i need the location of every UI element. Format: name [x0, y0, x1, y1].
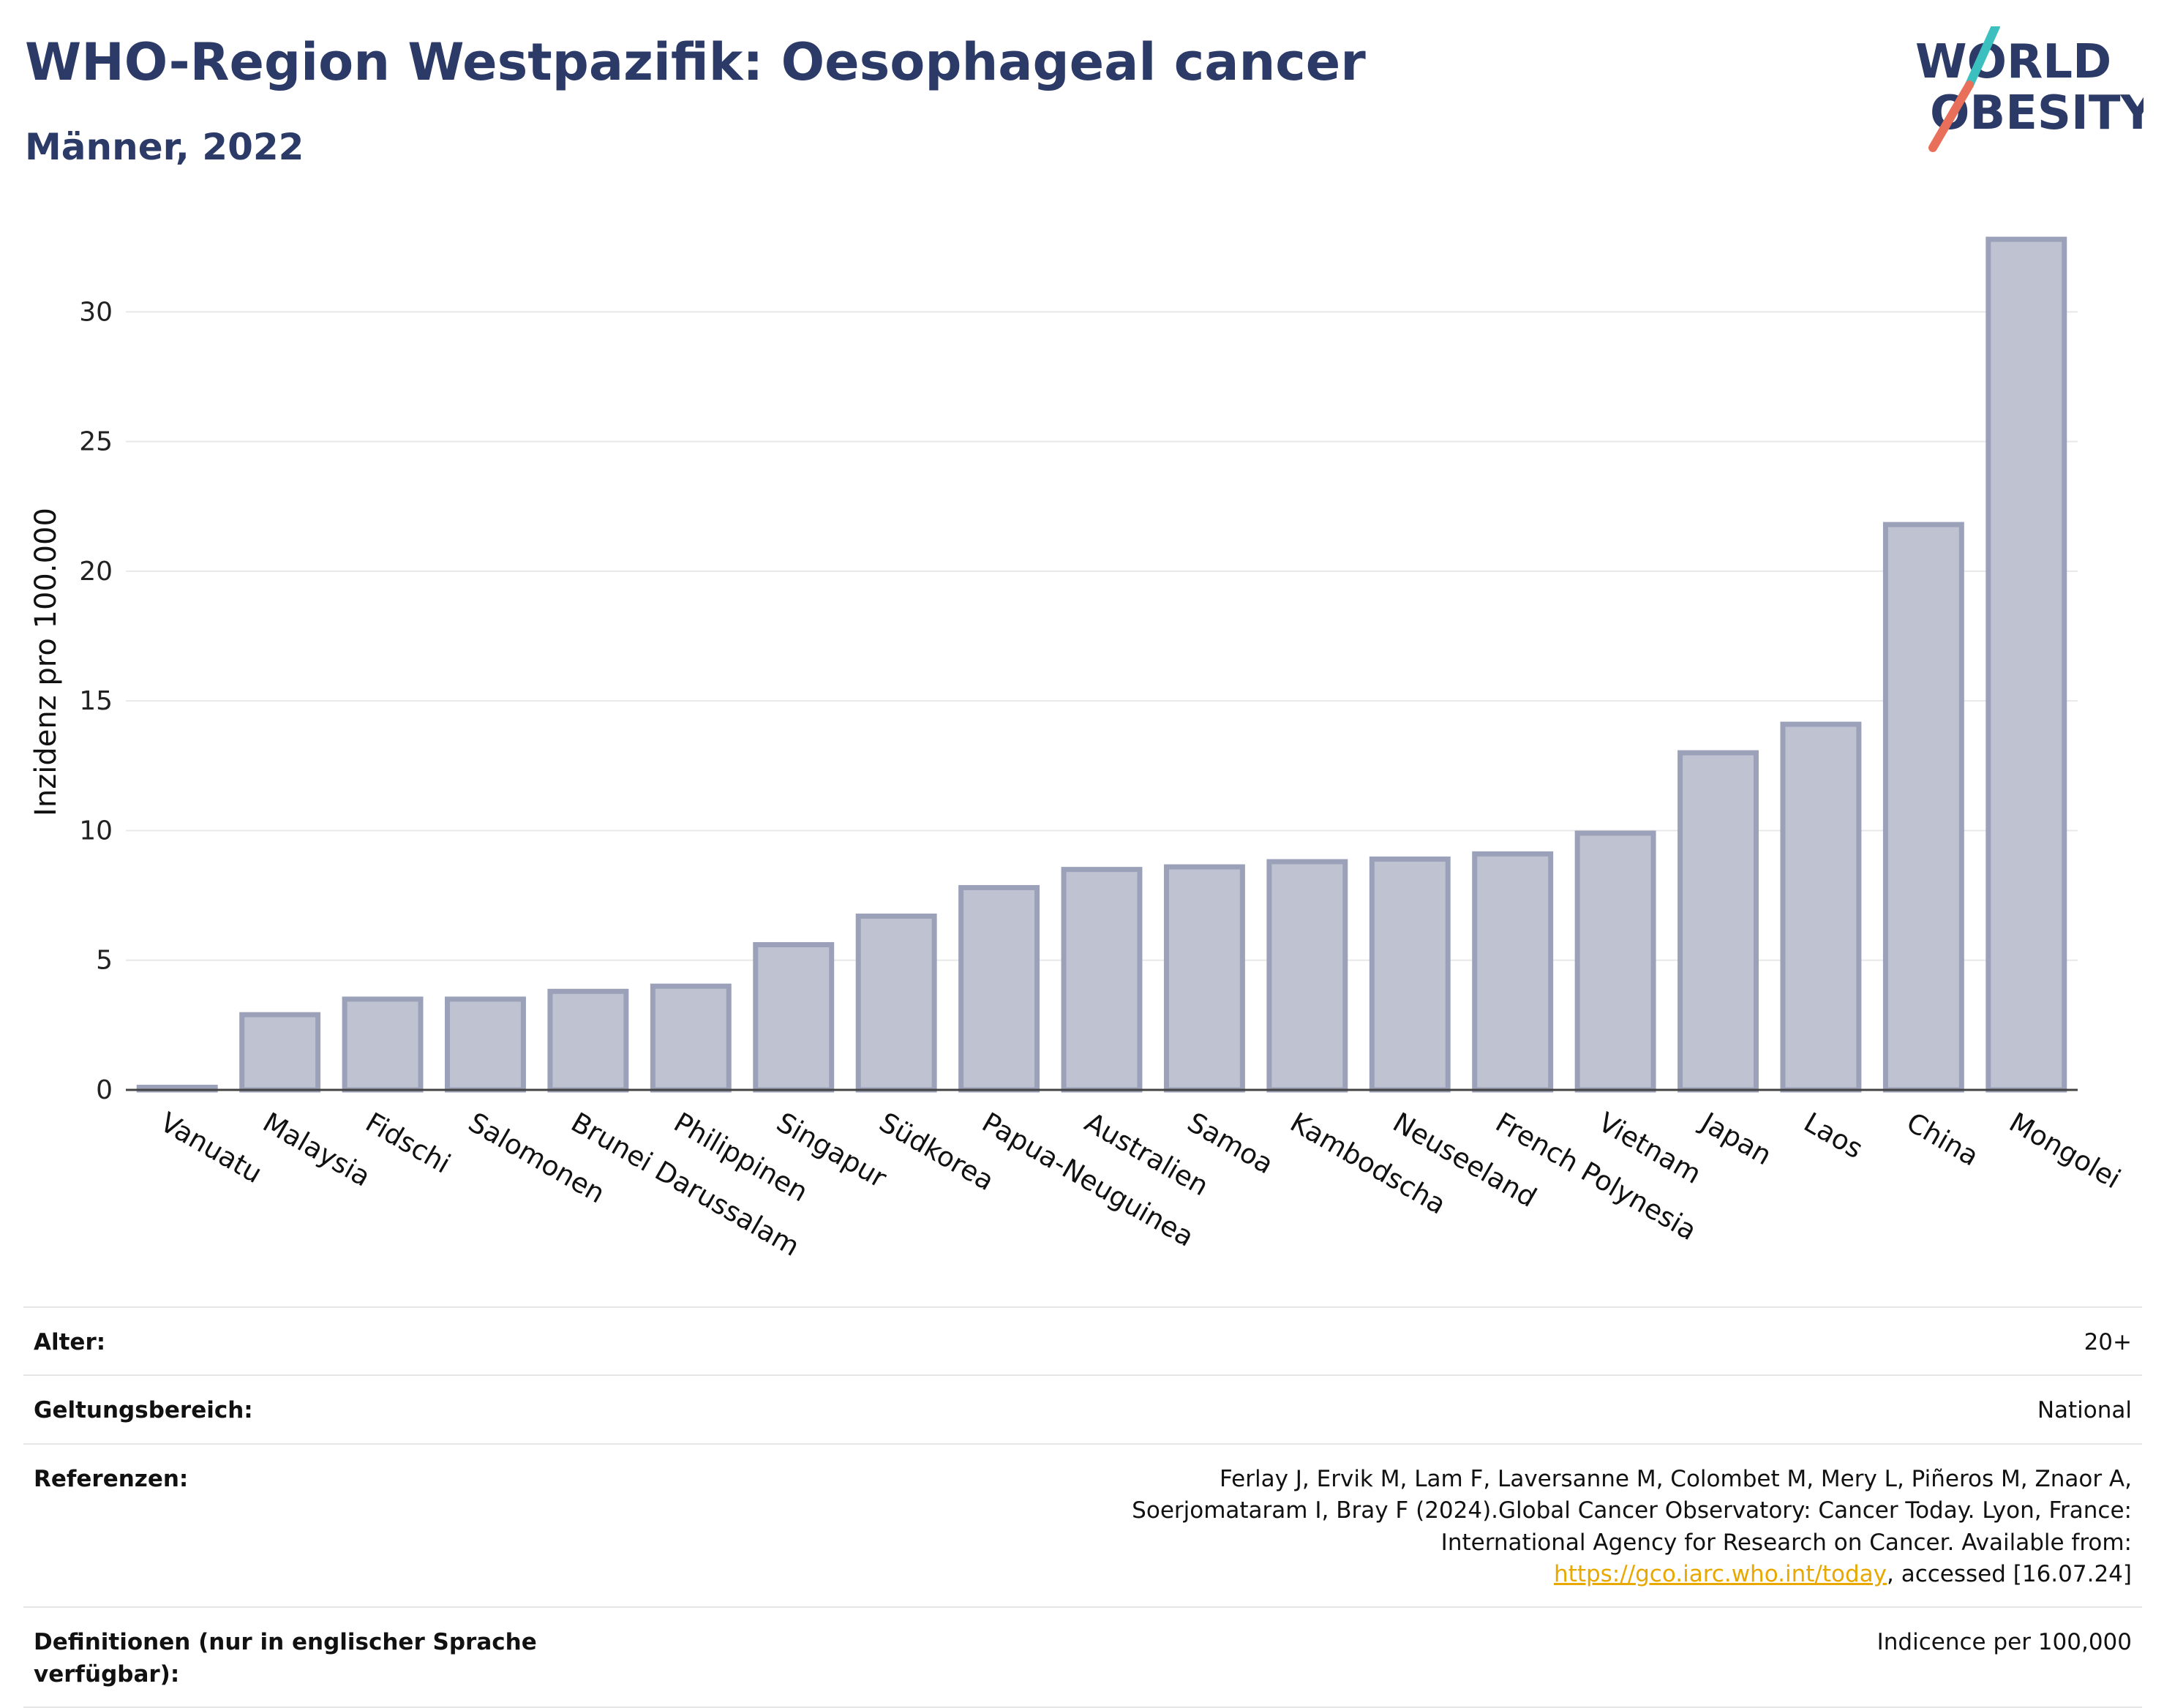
x-tick-label: Laos — [1798, 1107, 1868, 1165]
y-tick-label: 5 — [96, 946, 113, 976]
bar — [445, 996, 526, 1093]
meta-value-age: 20+ — [556, 1306, 2142, 1376]
bar — [753, 941, 835, 1093]
bar — [1574, 830, 1656, 1093]
bar — [1061, 867, 1143, 1093]
y-axis-label: Inzidenz pro 100.000 — [29, 508, 63, 816]
meta-value-definitions: Indicence per 100,000 — [556, 1606, 2142, 1708]
meta-value-scope: National — [556, 1374, 2142, 1444]
x-tick-label: Fidschi — [361, 1107, 456, 1180]
logo-slash-top — [1965, 26, 2000, 89]
bar — [650, 983, 732, 1093]
bar — [1882, 522, 1964, 1093]
x-tick-label: Japan — [1694, 1106, 1777, 1172]
reference-text: Ferlay J, Ervik M, Lam F, Laversanne M, … — [1132, 1465, 2132, 1556]
chart-title: WHO-Region Westpazifik: Oesophageal canc… — [25, 32, 1366, 92]
bar — [1678, 750, 1759, 1093]
chart-subtitle: Männer, 2022 — [25, 126, 304, 168]
meta-key-age: Alter: — [23, 1306, 556, 1376]
bar — [239, 1012, 321, 1093]
bar — [1163, 864, 1245, 1093]
x-tick-label: Malaysia — [258, 1107, 376, 1193]
meta-key-references: Referenzen: — [23, 1442, 556, 1608]
y-tick-label: 15 — [79, 686, 113, 716]
y-tick-label: 10 — [79, 816, 113, 846]
meta-key-definitions: Definitionen (nur in englischer Sprache … — [23, 1606, 556, 1708]
bar — [1266, 859, 1348, 1093]
reference-link[interactable]: https://gco.iarc.who.int/today — [1554, 1560, 1887, 1587]
bar — [855, 913, 937, 1093]
y-tick-label: 30 — [79, 297, 113, 327]
x-tick-label: Mongolei — [2004, 1107, 2126, 1195]
metadata-table: Alter: 20+ Geltungsbereich: National Ref… — [23, 1306, 2142, 1708]
x-tick-label: Vanuatu — [155, 1107, 268, 1190]
logo-line1: WORLD — [1915, 35, 2111, 89]
bar — [1985, 236, 2067, 1093]
bar — [1369, 856, 1451, 1093]
bar — [1780, 721, 1862, 1093]
logo-slash-bottom — [1928, 80, 1974, 152]
y-tick-label: 20 — [79, 557, 113, 587]
y-tick-label: 0 — [96, 1075, 113, 1105]
meta-row-definitions: Definitionen (nur in englischer Sprache … — [23, 1606, 2142, 1708]
reference-accessed: , accessed [16.07.24] — [1886, 1560, 2132, 1587]
meta-row-scope: Geltungsbereich: National — [23, 1374, 2142, 1444]
bar — [547, 988, 629, 1093]
world-obesity-logo: WORLD OBESITY — [1915, 26, 2144, 152]
x-tick-label: Südkorea — [874, 1107, 999, 1197]
bar — [1472, 851, 1554, 1093]
bar — [958, 884, 1040, 1093]
x-tick-label: China — [1901, 1107, 1984, 1173]
meta-key-scope: Geltungsbereich: — [23, 1374, 556, 1444]
meta-row-age: Alter: 20+ — [23, 1306, 2142, 1376]
meta-row-references: Referenzen: Ferlay J, Ervik M, Lam F, La… — [23, 1442, 2142, 1608]
meta-value-references: Ferlay J, Ervik M, Lam F, Laversanne M, … — [556, 1442, 2142, 1608]
y-tick-label: 25 — [79, 427, 113, 457]
bar — [342, 996, 424, 1093]
